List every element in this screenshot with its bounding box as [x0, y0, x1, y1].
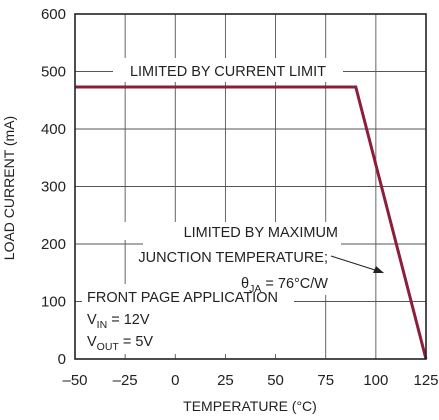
vout-symbol: V [87, 334, 97, 350]
y-tick-label: 500 [41, 64, 66, 81]
y-axis-title: LOAD CURRENT (mA) [1, 116, 17, 260]
series-line-0 [75, 85, 428, 360]
current-limit-label-bg [113, 58, 343, 82]
junction-label-bg [118, 222, 341, 240]
x-tick-label: –25 [113, 372, 138, 389]
junction-leader-line [330, 255, 379, 272]
x-tick-label: 75 [317, 372, 334, 389]
y-tick-label: 100 [41, 294, 66, 311]
application-label-bg [82, 284, 294, 354]
x-tick-label: 0 [171, 372, 179, 389]
x-axis-title: TEMPERATURE (°C) [183, 398, 317, 414]
x-tick-label: 100 [363, 372, 388, 389]
vin-value: = 12V [107, 312, 150, 328]
x-tick-label: 125 [413, 372, 438, 389]
y-tick-label: 200 [41, 236, 66, 253]
y-tick-label: 400 [41, 121, 66, 138]
x-tick-label: 25 [217, 372, 234, 389]
series-layer [75, 85, 428, 360]
vout-subscript: OUT [97, 341, 120, 353]
current-limit-label: LIMITED BY CURRENT LIMIT [130, 64, 326, 80]
vin-symbol: V [87, 312, 97, 328]
y-tick-label: 300 [41, 179, 66, 196]
x-tick-label: –50 [62, 372, 87, 389]
application-title: FRONT PAGE APPLICATION [87, 290, 278, 306]
vin-label: VIN = 12V [87, 312, 150, 331]
y-tick-label: 0 [58, 351, 66, 368]
junction-label-line2: JUNCTION TEMPERATURE; [138, 250, 328, 266]
theta-subscript: JA [249, 283, 261, 295]
tick-labels: –50 –25 0 25 50 75 100 125 0 100 200 300 400 500 600 [41, 6, 439, 389]
vout-label: VOUT = 5V [87, 334, 153, 353]
theta-value: = 76°C/W [261, 276, 328, 292]
vin-subscript: IN [97, 319, 108, 331]
junction-label-line1: LIMITED BY MAXIMUM [184, 225, 338, 241]
x-tick-label: 50 [267, 372, 284, 389]
vout-value: = 5V [119, 334, 154, 350]
theta-symbol: θ [241, 276, 249, 292]
plot-frame [74, 13, 427, 360]
junction-leader-arrowhead [373, 266, 384, 273]
y-tick-label: 600 [41, 6, 66, 23]
theta-ja-label: θJA = 76°C/W [241, 276, 328, 295]
